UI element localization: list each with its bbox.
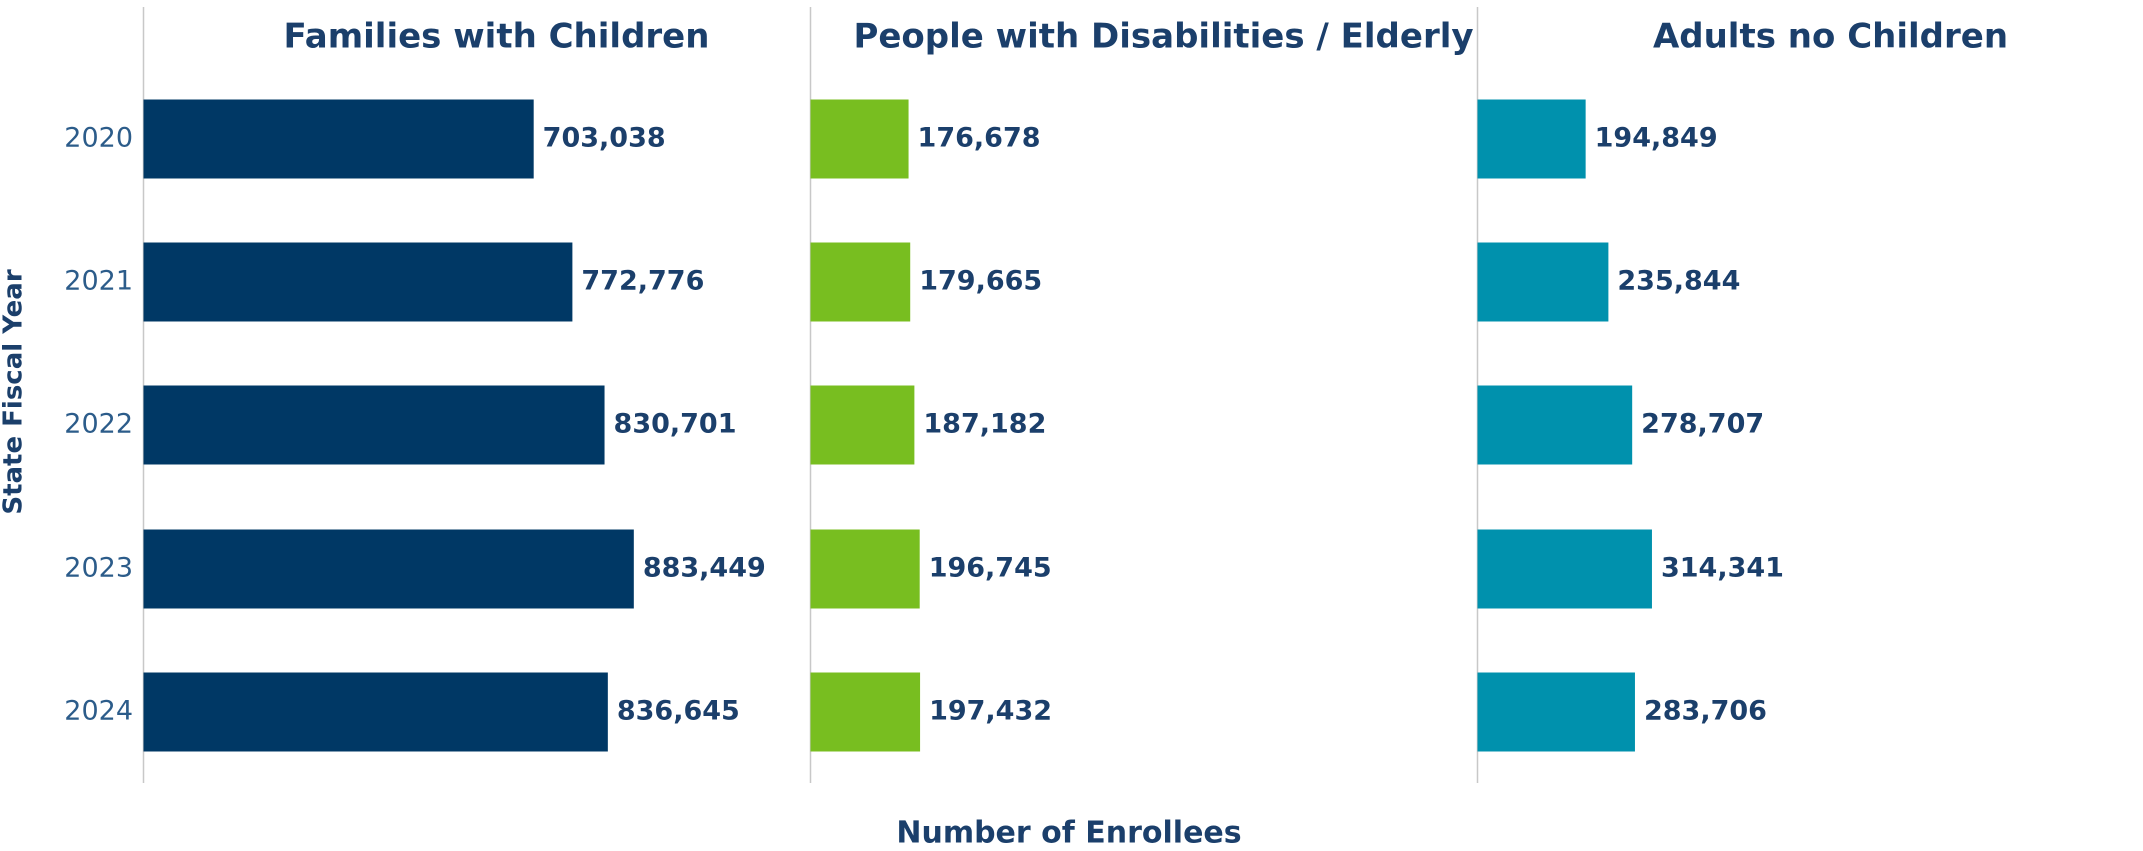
bar bbox=[810, 672, 921, 752]
y-tick-label: 2022 bbox=[64, 409, 133, 440]
data-label: 836,645 bbox=[617, 696, 740, 727]
data-label: 194,849 bbox=[1595, 123, 1718, 154]
data-label: 883,449 bbox=[643, 553, 766, 584]
data-label: 235,844 bbox=[1617, 266, 1740, 297]
bar bbox=[143, 672, 608, 752]
bar bbox=[1477, 529, 1652, 609]
bar bbox=[1477, 385, 1633, 465]
bar bbox=[1477, 99, 1586, 179]
x-axis-label: Number of Enrollees bbox=[896, 816, 1241, 851]
data-label: 283,706 bbox=[1644, 696, 1767, 727]
data-label: 772,776 bbox=[581, 266, 704, 297]
data-label: 176,678 bbox=[918, 123, 1041, 154]
data-label: 197,432 bbox=[929, 696, 1052, 727]
bar bbox=[143, 385, 605, 465]
data-label: 179,665 bbox=[919, 266, 1042, 297]
y-tick-label: 2021 bbox=[64, 266, 133, 297]
y-tick-label: 2020 bbox=[64, 123, 133, 154]
data-label: 830,701 bbox=[614, 409, 737, 440]
data-label: 187,182 bbox=[923, 409, 1046, 440]
bar bbox=[143, 242, 573, 322]
data-label: 314,341 bbox=[1661, 553, 1784, 584]
panel-title: Adults no Children bbox=[1653, 17, 2008, 57]
y-axis-label: State Fiscal Year bbox=[0, 269, 29, 515]
bar bbox=[143, 99, 534, 179]
bar bbox=[810, 99, 909, 179]
panel-title: People with Disabilities / Elderly bbox=[853, 17, 1473, 57]
data-label: 703,038 bbox=[543, 123, 666, 154]
bar bbox=[1477, 672, 1635, 752]
bar bbox=[810, 529, 920, 609]
data-label: 196,745 bbox=[929, 553, 1052, 584]
bar bbox=[810, 242, 911, 322]
bar bbox=[1477, 242, 1609, 322]
y-tick-label: 2024 bbox=[64, 696, 133, 727]
data-label: 278,707 bbox=[1641, 409, 1764, 440]
bar bbox=[810, 385, 915, 465]
bar bbox=[143, 529, 634, 609]
y-tick-label: 2023 bbox=[64, 553, 133, 584]
panel-title: Families with Children bbox=[284, 17, 710, 57]
